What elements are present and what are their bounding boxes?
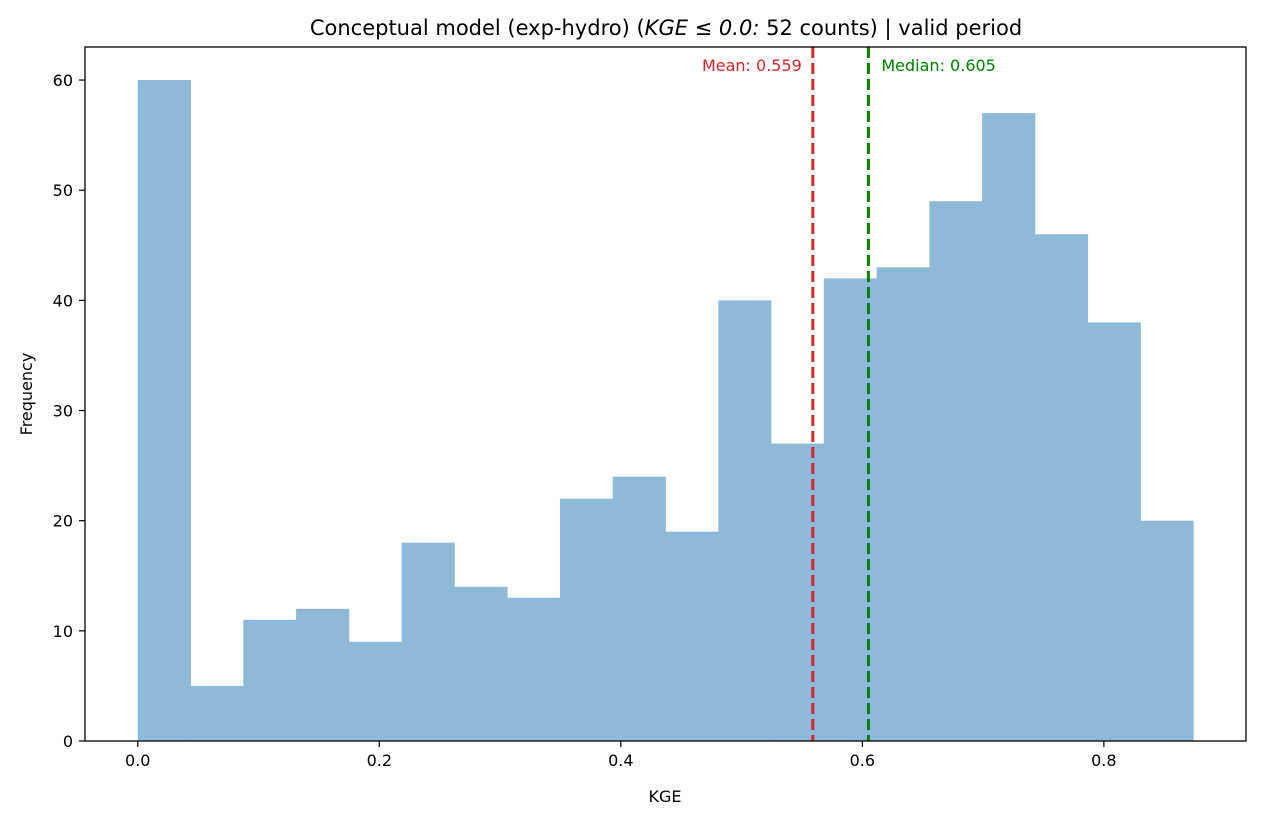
histogram-bar <box>401 542 455 741</box>
median-label: Median: 0.605 <box>881 56 995 75</box>
histogram-bar <box>718 300 772 741</box>
histogram-bar <box>929 201 983 741</box>
x-tick-label: 0.0 <box>125 751 150 770</box>
chart-title-main: Conceptual model (exp-hydro) ( <box>310 16 645 40</box>
x-axis: 0.0 0.2 0.4 0.6 0.8 <box>125 741 1117 770</box>
histogram-bar <box>507 597 561 741</box>
chart-title-math: KGE ≤ 0.0: <box>645 16 760 40</box>
histogram-bar <box>559 498 614 741</box>
histogram-bar <box>1034 234 1089 741</box>
y-tick-label: 60 <box>53 71 73 90</box>
histogram-bar <box>612 476 666 741</box>
chart-title-tail: 52 counts) | valid period <box>759 16 1022 41</box>
y-tick-label: 30 <box>53 402 73 421</box>
chart-title: Conceptual model (exp-hydro) (KGE ≤ 0.0:… <box>310 16 1022 41</box>
x-tick-label: 0.6 <box>850 751 875 770</box>
histogram-bar <box>348 641 403 741</box>
histogram-bar <box>454 586 508 741</box>
histogram-bar <box>296 608 350 741</box>
bars-group <box>137 80 1194 742</box>
x-tick-label: 0.4 <box>608 751 633 770</box>
mean-label: Mean: 0.559 <box>702 56 802 75</box>
histogram-bar <box>243 619 297 741</box>
reference-lines-group: Mean: 0.559 Median: 0.605 <box>702 47 996 741</box>
y-axis: 0 10 20 30 40 50 60 <box>53 71 85 751</box>
histogram-bar <box>982 113 1036 742</box>
x-axis-label: KGE <box>649 787 682 806</box>
histogram-bar <box>137 80 191 742</box>
y-axis-label: Frequency <box>17 353 36 436</box>
y-tick-label: 0 <box>63 732 73 751</box>
histogram-bar <box>665 531 719 741</box>
x-tick-label: 0.8 <box>1091 751 1116 770</box>
histogram-bar <box>771 443 825 741</box>
y-tick-label: 20 <box>53 512 73 531</box>
y-tick-label: 10 <box>53 622 73 641</box>
y-tick-label: 40 <box>53 291 73 310</box>
y-tick-label: 50 <box>53 181 73 200</box>
histogram-bar <box>1140 520 1194 741</box>
plot-frame <box>84 46 1247 742</box>
histogram-bar <box>876 267 930 741</box>
histogram-bar <box>1087 322 1141 741</box>
histogram-bar <box>190 685 244 741</box>
x-tick-label: 0.2 <box>367 751 392 770</box>
